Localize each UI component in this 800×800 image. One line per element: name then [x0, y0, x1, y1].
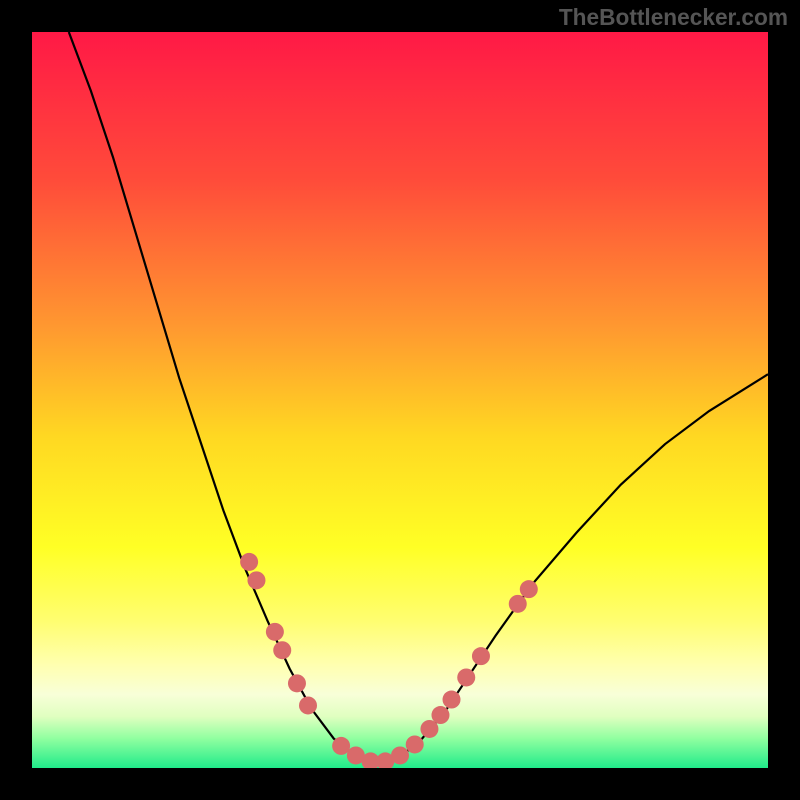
data-marker: [288, 674, 306, 692]
data-marker: [273, 641, 291, 659]
data-marker: [247, 571, 265, 589]
data-marker: [406, 735, 424, 753]
watermark-text: TheBottlenecker.com: [559, 4, 788, 31]
chart-frame: TheBottlenecker.com: [0, 0, 800, 800]
data-marker: [520, 580, 538, 598]
data-marker: [299, 696, 317, 714]
data-marker: [443, 691, 461, 709]
plot-area: [32, 32, 768, 768]
data-marker: [457, 668, 475, 686]
curve-right: [378, 374, 768, 764]
curve-left: [69, 32, 378, 764]
data-marker: [472, 647, 490, 665]
data-marker: [391, 746, 409, 764]
curves-svg: [32, 32, 768, 768]
data-marker: [332, 737, 350, 755]
data-marker: [509, 595, 527, 613]
data-marker: [266, 623, 284, 641]
data-marker: [431, 706, 449, 724]
data-marker: [420, 720, 438, 738]
data-marker: [240, 553, 258, 571]
